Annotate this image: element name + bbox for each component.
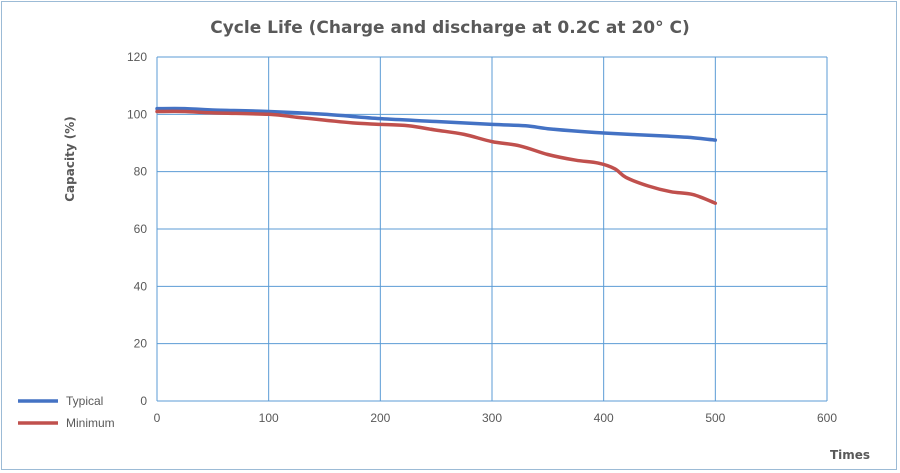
y-tick-label: 100 [127,107,147,121]
y-tick-label: 60 [134,222,148,236]
x-tick-label: 200 [370,411,390,425]
y-tick-label: 20 [134,337,148,351]
series-lines [155,106,718,205]
series-line-typical [155,106,718,142]
chart-title: Cycle Life (Charge and discharge at 0.2C… [210,18,690,38]
x-tick-label: 0 [154,411,161,425]
series-line-minimum [155,109,718,205]
y-tick-label: 80 [134,165,148,179]
x-tick-label: 300 [482,411,502,425]
legend: Typical Minimum [18,394,115,430]
x-tick-label: 100 [259,411,279,425]
tick-labels: 0 20 40 60 80 100 120 0 100 200 300 400 500 600 [127,50,837,425]
y-tick-label: 120 [127,50,147,64]
x-tick-label: 400 [594,411,614,425]
legend-label-minimum: Minimum [66,416,115,430]
x-axis-title: Times [830,448,870,462]
grid [156,56,828,402]
legend-label-typical: Typical [66,394,103,408]
x-tick-label: 500 [705,411,725,425]
y-tick-label: 0 [140,394,147,408]
x-tick-label: 600 [817,411,837,425]
y-axis-title: Capacity (%) [63,116,77,202]
y-tick-label: 40 [134,279,148,293]
